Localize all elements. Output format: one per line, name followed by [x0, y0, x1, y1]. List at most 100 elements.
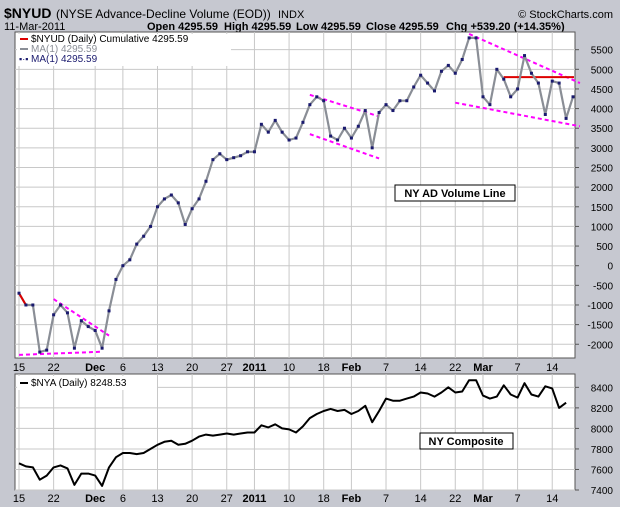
ad-volume-point [59, 303, 63, 307]
nya-xtick-label: 2011 [243, 493, 267, 505]
ad-volume-point [239, 154, 243, 158]
nya-series-line [18, 379, 567, 487]
nya-xtick-label: Feb [342, 493, 362, 505]
main-ytick-label: 1000 [591, 222, 614, 233]
ad-volume-point [564, 116, 568, 120]
ad-volume-point [315, 95, 319, 99]
ad-volume-point [550, 79, 554, 83]
ad-volume-point [557, 81, 561, 85]
nya-ytick-label: 8000 [591, 424, 614, 435]
nya-xtick-label: 15 [13, 493, 25, 505]
ad-volume-point [65, 311, 69, 315]
ad-volume-point [52, 313, 56, 317]
nya-annotation-box [419, 432, 514, 450]
ad-volume-point [529, 71, 533, 75]
ad-volume-point [197, 197, 201, 201]
symbol-name: (NYSE Advance-Decline Volume (EOD)) [56, 7, 271, 21]
ad-volume-point [156, 205, 159, 209]
ad-volume-point [301, 120, 305, 124]
main-ytick-label: 4500 [591, 85, 614, 96]
trendline [309, 93, 380, 118]
legend-label-ma-gray: MA(1) 4295.59 [31, 44, 98, 55]
ad-volume-point [488, 103, 492, 107]
ad-volume-point [433, 89, 436, 93]
main-xtick-label: Mar [473, 362, 493, 374]
main-xtick-label: 2011 [243, 362, 267, 374]
ad-volume-point [72, 346, 76, 350]
ad-volume-point [536, 81, 540, 85]
ad-volume-point [356, 124, 360, 128]
ad-volume-point [38, 350, 42, 354]
main-xtick-label: 27 [221, 362, 233, 374]
ad-volume-point [405, 99, 409, 103]
trendline [468, 33, 581, 84]
ad-volume-point [246, 150, 250, 154]
legend-label-cumulative: $NYUD (Daily) Cumulative 4295.59 [31, 34, 189, 45]
main-ytick-label: -1000 [587, 301, 613, 312]
main-ytick-label: 3000 [591, 144, 614, 155]
ad-volume-point [114, 277, 118, 281]
nya-xtick-label: 22 [449, 493, 461, 505]
ad-volume-point [273, 118, 277, 122]
ad-volume-point [266, 130, 270, 134]
ad-volume-point [322, 99, 326, 103]
ad-volume-point [176, 201, 180, 205]
exchange-label: INDX [278, 9, 305, 21]
ad-volume-point [211, 158, 215, 162]
nya-xtick-label: 20 [186, 493, 198, 505]
nya-ytick-label: 8200 [591, 404, 614, 415]
ad-volume-point [543, 112, 547, 116]
main-xtick-label: 7 [383, 362, 389, 374]
ad-volume-point [495, 67, 499, 71]
main-xtick-label: 18 [318, 362, 330, 374]
main-xtick-label: Feb [342, 362, 362, 374]
ad-volume-point [252, 150, 256, 154]
main-xtick-label: 10 [283, 362, 295, 374]
nya-xtick-label: 6 [120, 493, 126, 505]
nya-ytick-label: 7400 [591, 486, 614, 497]
ad-volume-point [100, 346, 104, 350]
ad-volume-point [232, 156, 236, 160]
ad-volume-point [571, 95, 575, 99]
ad-volume-point [280, 130, 284, 134]
ad-annotation-box [394, 184, 516, 202]
ad-volume-point [474, 36, 478, 40]
nya-xtick-label: 10 [283, 493, 295, 505]
ad-volume-point [183, 222, 187, 226]
ad-volume-point [439, 69, 443, 73]
close-value: Close 4295.59 [366, 21, 439, 33]
main-ytick-label: 0 [607, 262, 613, 273]
ad-volume-point [79, 319, 83, 323]
ad-volume-point [446, 63, 450, 67]
main-xtick-label: Dec [85, 362, 105, 374]
ad-volume-point [391, 109, 395, 113]
high-value: High 4295.59 [224, 21, 291, 33]
main-ytick-label: 4000 [591, 105, 614, 116]
nya-annotation-label: NY Composite [429, 436, 504, 448]
main-xtick-label: 14 [415, 362, 427, 374]
ad-volume-point [370, 146, 374, 150]
ad-volume-series-start [18, 292, 27, 306]
main-ytick-label: -500 [593, 281, 613, 292]
ad-volume-point [45, 348, 49, 352]
ad-volume-point [467, 36, 471, 40]
ad-volume-point [384, 103, 388, 107]
ad-volume-point [86, 325, 90, 329]
ad-volume-point [460, 57, 464, 61]
ad-volume-point [107, 309, 111, 313]
ad-volume-point [502, 77, 506, 81]
nya-xtick-label: Mar [473, 493, 493, 505]
ad-volume-point [377, 111, 381, 115]
nya-panel: 7400 7600 7800 8000 8200 8400 NY Composite $N… [14, 373, 614, 497]
ad-volume-point [121, 264, 125, 268]
ad-volume-point [225, 158, 229, 162]
low-value: Low 4295.59 [296, 21, 361, 33]
nya-ytick-label: 7800 [591, 445, 614, 456]
change-value: Chg +539.20 (+14.35%) [446, 21, 565, 33]
nya-xtick-label: 18 [318, 493, 330, 505]
main-ytick-label: 2000 [591, 183, 614, 194]
main-xtick-label: 13 [151, 362, 163, 374]
nya-xtick-label: 22 [48, 493, 60, 505]
ad-volume-point [190, 207, 194, 211]
